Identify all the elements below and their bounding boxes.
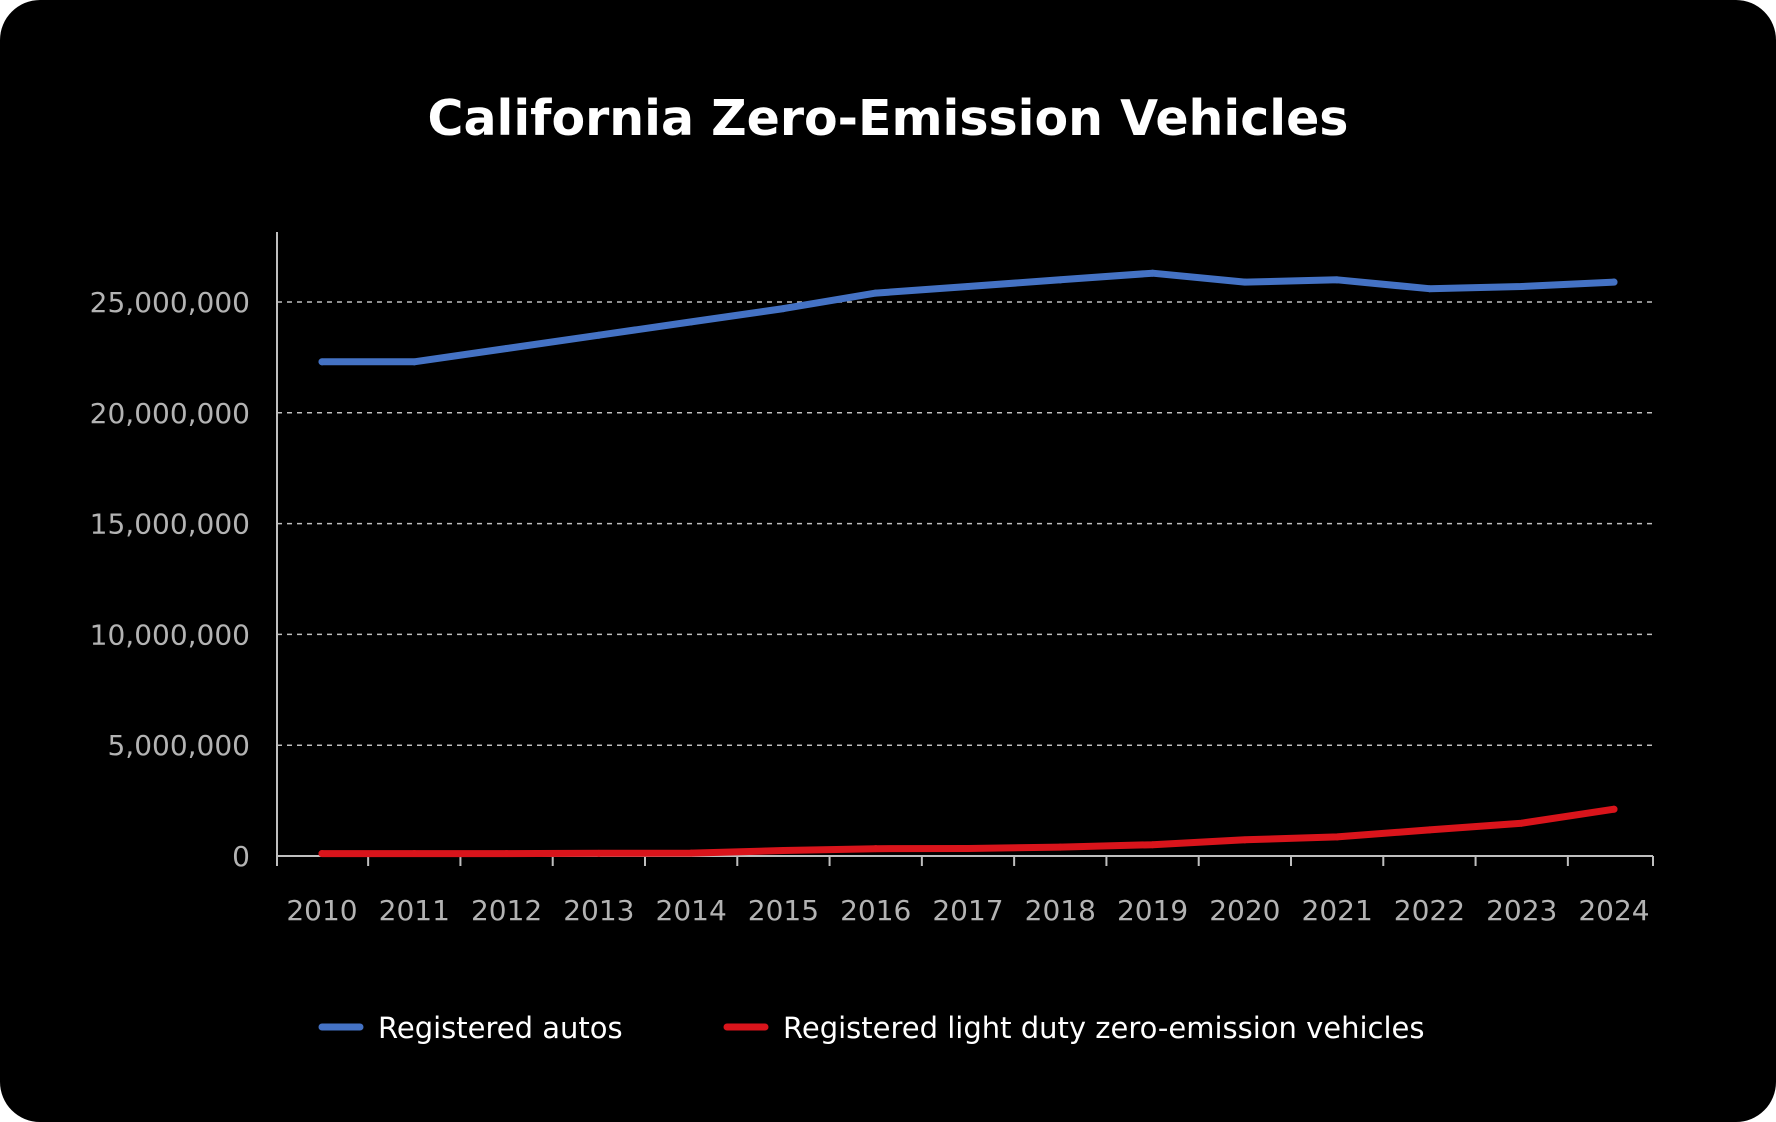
x-tick-label: 2014 bbox=[656, 894, 727, 927]
data-point bbox=[687, 318, 695, 326]
legend-label: Registered light duty zero-emission vehi… bbox=[783, 1011, 1425, 1045]
x-tick-label: 2015 bbox=[748, 894, 819, 927]
data-point bbox=[1149, 269, 1157, 277]
y-tick-label: 20,000,000 bbox=[90, 397, 250, 430]
data-point bbox=[779, 305, 787, 313]
x-tick-label: 2019 bbox=[1117, 894, 1188, 927]
data-point bbox=[318, 850, 326, 858]
y-tick-label: 15,000,000 bbox=[90, 508, 250, 541]
y-tick-label: 0 bbox=[232, 840, 250, 873]
data-point bbox=[687, 849, 695, 857]
data-point bbox=[318, 358, 326, 366]
x-tick-label: 2022 bbox=[1394, 894, 1465, 927]
data-point bbox=[1610, 278, 1618, 286]
data-point bbox=[1518, 282, 1526, 290]
data-point bbox=[1333, 276, 1341, 284]
data-point bbox=[964, 282, 972, 290]
x-tick-label: 2021 bbox=[1302, 894, 1373, 927]
data-point bbox=[503, 345, 511, 353]
data-point bbox=[503, 850, 511, 858]
data-point bbox=[1610, 805, 1618, 813]
data-point bbox=[1241, 278, 1249, 286]
x-tick-label: 2011 bbox=[379, 894, 450, 927]
chart-title: California Zero-Emission Vehicles bbox=[427, 90, 1349, 147]
x-tick-label: 2013 bbox=[563, 894, 634, 927]
x-tick-label: 2017 bbox=[932, 894, 1003, 927]
x-tick-label: 2023 bbox=[1486, 894, 1557, 927]
data-point bbox=[1333, 833, 1341, 841]
y-tick-label: 10,000,000 bbox=[90, 618, 250, 651]
x-tick-label: 2012 bbox=[471, 894, 542, 927]
data-point bbox=[1425, 285, 1433, 293]
data-point bbox=[1056, 843, 1064, 851]
x-tick-label: 2018 bbox=[1025, 894, 1096, 927]
data-point bbox=[1425, 826, 1433, 834]
data-point bbox=[964, 844, 972, 852]
data-point bbox=[872, 845, 880, 853]
legend-label: Registered autos bbox=[378, 1011, 623, 1045]
x-tick-label: 2024 bbox=[1578, 894, 1649, 927]
data-point bbox=[595, 331, 603, 339]
data-point bbox=[1518, 819, 1526, 827]
y-tick-label: 25,000,000 bbox=[90, 286, 250, 319]
data-point bbox=[1149, 841, 1157, 849]
data-point bbox=[779, 846, 787, 854]
x-tick-label: 2020 bbox=[1209, 894, 1280, 927]
data-point bbox=[595, 849, 603, 857]
data-point bbox=[1241, 836, 1249, 844]
y-tick-label: 5,000,000 bbox=[107, 729, 250, 762]
x-tick-label: 2010 bbox=[286, 894, 357, 927]
data-point bbox=[410, 850, 418, 858]
data-point bbox=[872, 289, 880, 297]
data-point bbox=[410, 358, 418, 366]
x-tick-label: 2016 bbox=[840, 894, 911, 927]
data-point bbox=[1056, 276, 1064, 284]
